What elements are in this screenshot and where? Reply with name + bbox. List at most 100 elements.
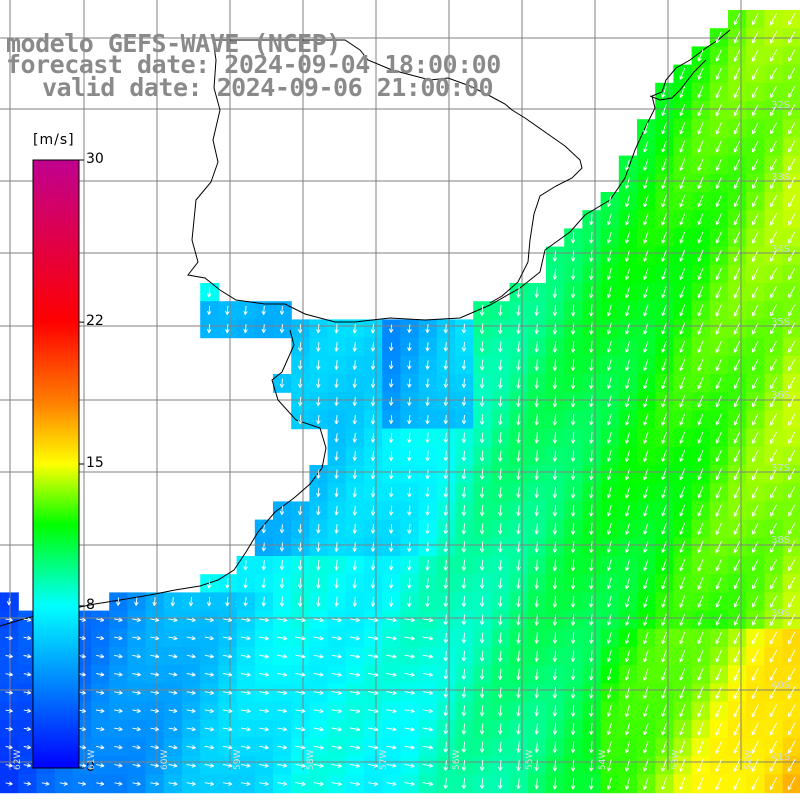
- wind-arrow: [168, 635, 178, 641]
- wind-arrow: [715, 613, 722, 626]
- longitude-label: 53W: [671, 749, 681, 770]
- wind-arrow: [788, 541, 796, 553]
- longitude-label: 61W: [87, 749, 97, 770]
- wind-arrow: [715, 450, 722, 462]
- wind-arrow: [733, 140, 741, 153]
- wind-arrow: [407, 578, 412, 589]
- wind-arrow: [479, 541, 485, 553]
- wind-arrow: [370, 323, 376, 334]
- wind-arrow: [751, 286, 759, 299]
- wind-arrow: [516, 541, 521, 553]
- wind-arrow: [788, 195, 796, 208]
- wind-arrow: [407, 596, 412, 607]
- wind-arrow: [570, 613, 576, 626]
- wind-arrow: [223, 617, 233, 623]
- wind-arrow: [606, 541, 612, 553]
- wind-arrow: [715, 431, 722, 444]
- wind-arrow: [661, 340, 667, 353]
- wind-arrow: [461, 577, 467, 589]
- wind-arrow: [661, 286, 667, 299]
- wind-arrow: [643, 395, 649, 408]
- wind-arrow: [625, 413, 631, 426]
- wind-arrow: [769, 31, 777, 44]
- wind-arrow: [643, 231, 649, 244]
- wind-arrow: [751, 195, 759, 208]
- wind-arrow: [770, 613, 777, 626]
- wind-arrow: [297, 578, 303, 589]
- wind-arrow: [498, 614, 503, 626]
- wind-arrow: [733, 522, 741, 535]
- wind-arrow: [516, 595, 521, 608]
- wind-arrow: [297, 414, 303, 425]
- coastline-south: [0, 329, 327, 627]
- wind-arrow: [788, 304, 796, 317]
- wind-arrow: [715, 486, 722, 499]
- wind-arrow: [661, 559, 667, 572]
- wind-arrow: [679, 595, 686, 608]
- wind-arrow: [461, 414, 467, 425]
- wind-arrow: [570, 231, 576, 244]
- wind-arrow: [316, 360, 321, 370]
- wind-arrow: [96, 635, 105, 641]
- wind-arrow: [625, 395, 631, 408]
- wind-arrow: [679, 504, 686, 517]
- wind-arrow: [661, 595, 667, 608]
- longitude-label: 56W: [452, 749, 462, 770]
- wind-arrow: [679, 322, 686, 335]
- wind-arrow: [697, 304, 704, 317]
- wind-arrow: [643, 523, 649, 535]
- wind-arrow: [222, 635, 233, 641]
- wind-arrow: [352, 596, 357, 607]
- wind-arrow: [479, 468, 485, 480]
- wind-arrow: [733, 13, 741, 26]
- wind-arrow: [697, 104, 704, 117]
- wind-arrow: [606, 359, 612, 371]
- wind-arrow: [788, 49, 796, 62]
- wind-arrow: [534, 450, 539, 462]
- wind-arrow: [733, 359, 741, 371]
- wind-arrow: [334, 323, 339, 334]
- wind-arrow: [206, 324, 212, 334]
- wind-arrow: [769, 13, 777, 26]
- wind-arrow: [679, 231, 686, 244]
- latitude-label: 34S: [771, 244, 791, 255]
- wind-arrow: [697, 540, 704, 554]
- wind-arrow: [241, 617, 251, 623]
- wind-arrow: [461, 614, 467, 626]
- wind-arrow: [625, 213, 631, 226]
- wind-arrow: [769, 231, 777, 244]
- wind-arrow: [407, 487, 412, 498]
- wind-arrow: [661, 176, 667, 190]
- wind-arrow: [443, 577, 448, 589]
- wind-arrow: [589, 504, 594, 517]
- wind-arrow: [733, 67, 741, 80]
- wind-arrow: [752, 122, 759, 135]
- wind-arrow: [770, 322, 777, 335]
- wind-arrow: [443, 523, 448, 535]
- wind-arrow: [370, 451, 376, 461]
- wind-arrow: [715, 140, 722, 153]
- wind-arrow: [498, 359, 503, 371]
- wind-arrow: [589, 541, 594, 553]
- wind-arrow: [643, 559, 649, 571]
- wind-arrow: [425, 450, 430, 462]
- wind-arrow: [534, 595, 539, 608]
- wind-arrow: [697, 340, 704, 353]
- wind-arrow: [498, 559, 503, 571]
- wind-arrow: [751, 13, 759, 26]
- wind-arrow: [5, 635, 13, 641]
- wind-arrow: [715, 577, 722, 590]
- wind-arrow: [152, 597, 157, 607]
- wind-arrow: [534, 377, 539, 389]
- wind-arrow: [589, 286, 594, 299]
- wind-arrow: [352, 560, 357, 571]
- wind-arrow: [425, 378, 430, 388]
- wind-arrow: [697, 231, 704, 244]
- coastline: [0, 29, 731, 627]
- wind-arrow: [461, 523, 467, 535]
- wind-arrow: [334, 578, 339, 589]
- wind-arrow: [751, 522, 759, 535]
- wind-arrow: [461, 486, 467, 498]
